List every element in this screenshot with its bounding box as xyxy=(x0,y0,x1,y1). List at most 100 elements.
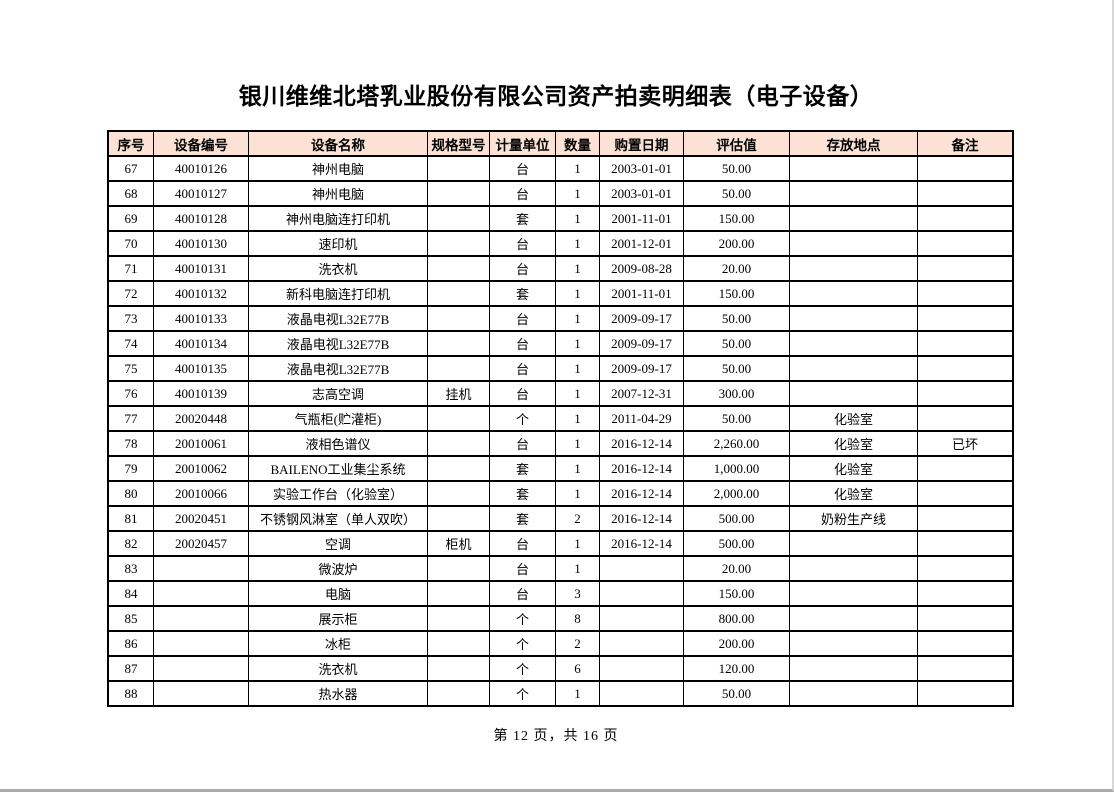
cell-purchase_date: 2001-11-01 xyxy=(599,205,684,232)
cell-spec_model: 柜机 xyxy=(427,530,490,557)
cell-location xyxy=(789,530,918,557)
cell-location: 奶粉生产线 xyxy=(789,505,918,532)
cell-index: 84 xyxy=(107,580,154,607)
cell-remark xyxy=(917,230,1014,257)
cell-purchase_date xyxy=(599,605,684,632)
cell-unit: 台 xyxy=(489,255,556,282)
cell-remark xyxy=(917,380,1014,407)
cell-unit: 套 xyxy=(489,480,556,507)
cell-unit: 台 xyxy=(489,530,556,557)
cell-location: 化验室 xyxy=(789,455,918,482)
cell-index: 73 xyxy=(107,305,154,332)
cell-remark xyxy=(917,455,1014,482)
cell-purchase_date: 2016-12-14 xyxy=(599,455,684,482)
cell-purchase_date: 2001-11-01 xyxy=(599,280,684,307)
cell-spec_model xyxy=(427,230,490,257)
cell-device_id xyxy=(153,655,249,682)
cell-location xyxy=(789,630,918,657)
cell-spec_model xyxy=(427,555,490,582)
cell-device_id: 40010133 xyxy=(153,305,249,332)
cell-index: 80 xyxy=(107,480,154,507)
table-header-row: 序号 设备编号 设备名称 规格型号 计量单位 数量 购置日期 评估值 存放地点 备注 xyxy=(107,130,1014,157)
cell-assessed_value: 200.00 xyxy=(683,230,790,257)
cell-spec_model xyxy=(427,505,490,532)
cell-unit: 套 xyxy=(489,505,556,532)
cell-index: 77 xyxy=(107,405,154,432)
cell-device_id: 20020457 xyxy=(153,530,249,557)
cell-remark xyxy=(917,405,1014,432)
column-header-remark: 备注 xyxy=(917,130,1014,157)
cell-remark: 已坏 xyxy=(917,430,1014,457)
cell-assessed_value: 200.00 xyxy=(683,630,790,657)
cell-assessed_value: 20.00 xyxy=(683,555,790,582)
cell-assessed_value: 50.00 xyxy=(683,180,790,207)
cell-index: 71 xyxy=(107,255,154,282)
cell-index: 67 xyxy=(107,155,154,182)
cell-quantity: 3 xyxy=(555,580,600,607)
cell-location xyxy=(789,380,918,407)
table-row: 67 40010126 神州电脑 台 1 2003-01-01 50.00 xyxy=(107,155,1014,182)
table-row: 74 40010134 液晶电视L32E77B 台 1 2009-09-17 50.00 xyxy=(107,330,1014,357)
cell-remark xyxy=(917,630,1014,657)
cell-unit: 台 xyxy=(489,580,556,607)
cell-purchase_date xyxy=(599,555,684,582)
cell-device_name: 实验工作台（化验室） xyxy=(248,480,428,507)
cell-spec_model xyxy=(427,355,490,382)
cell-location xyxy=(789,605,918,632)
cell-device_id xyxy=(153,630,249,657)
cell-remark xyxy=(917,555,1014,582)
cell-location: 化验室 xyxy=(789,430,918,457)
cell-quantity: 1 xyxy=(555,280,600,307)
cell-index: 81 xyxy=(107,505,154,532)
cell-unit: 个 xyxy=(489,630,556,657)
cell-purchase_date xyxy=(599,580,684,607)
page-title: 银川维维北塔乳业股份有限公司资产拍卖明细表（电子设备） xyxy=(238,84,874,109)
cell-unit: 台 xyxy=(489,180,556,207)
cell-location xyxy=(789,305,918,332)
cell-assessed_value: 50.00 xyxy=(683,155,790,182)
cell-index: 76 xyxy=(107,380,154,407)
cell-quantity: 1 xyxy=(555,255,600,282)
cell-device_name: 神州电脑 xyxy=(248,155,428,182)
cell-purchase_date: 2016-12-14 xyxy=(599,480,684,507)
cell-purchase_date: 2016-12-14 xyxy=(599,430,684,457)
cell-remark xyxy=(917,605,1014,632)
cell-assessed_value: 50.00 xyxy=(683,405,790,432)
cell-quantity: 1 xyxy=(555,330,600,357)
cell-purchase_date xyxy=(599,655,684,682)
cell-purchase_date: 2011-04-29 xyxy=(599,405,684,432)
cell-quantity: 6 xyxy=(555,655,600,682)
column-header-device_name: 设备名称 xyxy=(248,130,428,157)
cell-device_name: 液晶电视L32E77B xyxy=(248,355,428,382)
cell-spec_model xyxy=(427,455,490,482)
cell-device_name: 新科电脑连打印机 xyxy=(248,280,428,307)
column-header-device_id: 设备编号 xyxy=(153,130,249,157)
cell-index: 68 xyxy=(107,180,154,207)
cell-location xyxy=(789,330,918,357)
cell-device_id: 40010128 xyxy=(153,205,249,232)
cell-quantity: 1 xyxy=(555,480,600,507)
cell-assessed_value: 120.00 xyxy=(683,655,790,682)
cell-assessed_value: 50.00 xyxy=(683,305,790,332)
cell-assessed_value: 150.00 xyxy=(683,205,790,232)
cell-spec_model xyxy=(427,205,490,232)
cell-index: 79 xyxy=(107,455,154,482)
table-row: 70 40010130 速印机 台 1 2001-12-01 200.00 xyxy=(107,230,1014,257)
cell-device_id xyxy=(153,605,249,632)
cell-unit: 套 xyxy=(489,280,556,307)
cell-quantity: 1 xyxy=(555,155,600,182)
table-row: 87 洗衣机 个 6 120.00 xyxy=(107,655,1014,682)
table-row: 83 微波炉 台 1 20.00 xyxy=(107,555,1014,582)
cell-assessed_value: 50.00 xyxy=(683,680,790,707)
cell-device_name: 神州电脑连打印机 xyxy=(248,205,428,232)
cell-device_name: 空调 xyxy=(248,530,428,557)
column-header-location: 存放地点 xyxy=(789,130,918,157)
cell-device_name: 展示柜 xyxy=(248,605,428,632)
cell-index: 74 xyxy=(107,330,154,357)
cell-assessed_value: 2,260.00 xyxy=(683,430,790,457)
cell-unit: 个 xyxy=(489,605,556,632)
cell-spec_model xyxy=(427,605,490,632)
table-row: 81 20020451 不锈钢风淋室（单人双吹） 套 2 2016-12-14 500.00… xyxy=(107,505,1014,532)
cell-device_name: 洗衣机 xyxy=(248,655,428,682)
cell-device_id xyxy=(153,580,249,607)
